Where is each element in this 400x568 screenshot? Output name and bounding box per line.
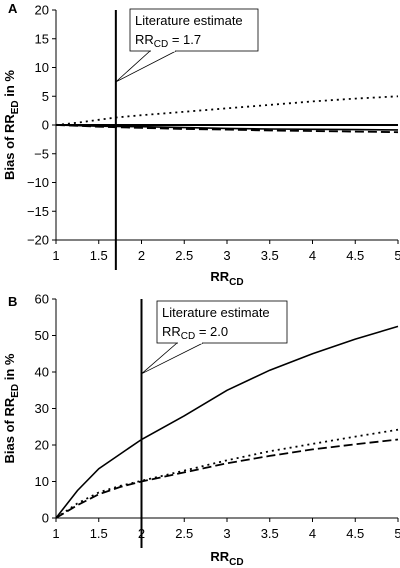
x-tick-label: 1.5 (90, 526, 108, 541)
x-tick-label: 2.5 (175, 248, 193, 263)
x-tick-label: 1 (52, 526, 59, 541)
y-tick-label: 60 (35, 292, 49, 307)
panel-letter: A (8, 1, 18, 16)
x-tick-label: 4.5 (346, 248, 364, 263)
x-axis-title-sub: CD (229, 557, 243, 568)
chart-panel-b: B605040302010011.522.533.544.55Literatur… (2, 292, 400, 568)
x-tick-label: 2 (138, 248, 145, 263)
y-tick-label: −10 (27, 175, 49, 190)
x-tick-label: 1 (52, 248, 59, 263)
x-tick-label: 5 (394, 526, 400, 541)
x-axis-title-sub: CD (229, 277, 243, 288)
x-tick-label: 4 (309, 526, 316, 541)
y-tick-label: 0 (42, 511, 49, 526)
callout-value: RRCD = 2.0 (162, 324, 228, 342)
x-tick-label: 3 (223, 248, 230, 263)
y-tick-label: 5 (42, 89, 49, 104)
y-tick-label: 30 (35, 401, 49, 416)
y-tick-label: −20 (27, 233, 49, 248)
x-tick-label: 3 (223, 526, 230, 541)
callout-label-value: = 2.0 (195, 324, 228, 339)
y-axis-title-suffix: in % (2, 353, 17, 384)
y-tick-label: 20 (35, 438, 49, 453)
y-tick-label: 15 (35, 31, 49, 46)
callout-pointer (141, 342, 204, 375)
x-axis-title: RRCD (210, 549, 243, 568)
callout-box (129, 8, 259, 52)
x-tick-label: 4 (309, 248, 316, 263)
x-axis-title-main: RR (210, 549, 229, 564)
y-tick-label: 10 (35, 474, 49, 489)
y-tick-label: −5 (34, 146, 49, 161)
y-tick-label: −15 (27, 204, 49, 219)
y-tick-label: 50 (35, 328, 49, 343)
y-axis-title-sub: ED (10, 384, 21, 398)
y-axis-title-suffix: in % (2, 70, 17, 101)
callout-title: Literature estimate (135, 13, 243, 28)
y-axis-title: Bias of RRED in % (2, 70, 21, 180)
x-tick-label: 5 (394, 248, 400, 263)
y-axis-title-main: Bias of RR (2, 397, 17, 463)
callout-value: RRCD = 1.7 (135, 32, 201, 50)
y-axis-title: Bias of RRED in % (2, 353, 21, 463)
x-axis-title-main: RR (210, 269, 229, 284)
y-tick-label: 20 (35, 3, 49, 18)
x-tick-label: 1.5 (90, 248, 108, 263)
series-line-solid (55, 325, 399, 519)
chart-panel-a: A 20 15 10 5 0 −5 −10 −15 −201 1.5 2 2.5 3 3.5 4 4.5 5 Lit… (2, 1, 400, 288)
callout-box (156, 300, 288, 344)
x-tick-label: 3.5 (261, 248, 279, 263)
series-line-dotted (55, 95, 399, 126)
callout-label-main: RR (135, 32, 154, 47)
y-tick-label: 10 (35, 60, 49, 75)
callout-label-main: RR (162, 324, 181, 339)
y-axis-title-sub: ED (10, 100, 21, 114)
callout-label-sub: CD (181, 331, 195, 342)
series-line-dashed (55, 438, 399, 519)
x-axis-title: RRCD (210, 269, 243, 288)
y-tick-label: 0 (42, 118, 49, 133)
callout-pointer (115, 50, 177, 83)
y-tick-label: 40 (35, 365, 49, 380)
series-line-dashed (55, 124, 399, 134)
x-tick-label: 3.5 (261, 526, 279, 541)
callout-label-value: = 1.7 (168, 32, 201, 47)
callout-label-sub: CD (154, 39, 168, 50)
x-tick-label: 2.5 (175, 526, 193, 541)
y-axis-title-main: Bias of RR (2, 114, 17, 180)
panel-letter: B (8, 294, 17, 309)
series-line-dotted (55, 428, 399, 519)
x-tick-label: 4.5 (346, 526, 364, 541)
callout-title: Literature estimate (162, 305, 270, 320)
